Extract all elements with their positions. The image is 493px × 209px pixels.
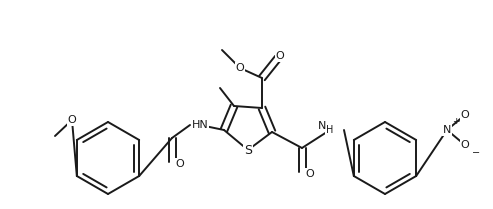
Text: +: +	[452, 116, 460, 125]
Text: −: −	[472, 148, 480, 158]
Text: O: O	[306, 169, 315, 179]
Text: O: O	[460, 140, 469, 150]
Text: HN: HN	[192, 120, 209, 130]
Text: O: O	[276, 51, 284, 61]
Text: N: N	[318, 121, 326, 131]
Text: O: O	[176, 159, 184, 169]
Text: N: N	[443, 125, 451, 135]
Text: O: O	[460, 110, 469, 120]
Text: S: S	[244, 144, 252, 157]
Text: O: O	[68, 115, 76, 125]
Text: O: O	[236, 63, 245, 73]
Text: H: H	[326, 125, 334, 135]
